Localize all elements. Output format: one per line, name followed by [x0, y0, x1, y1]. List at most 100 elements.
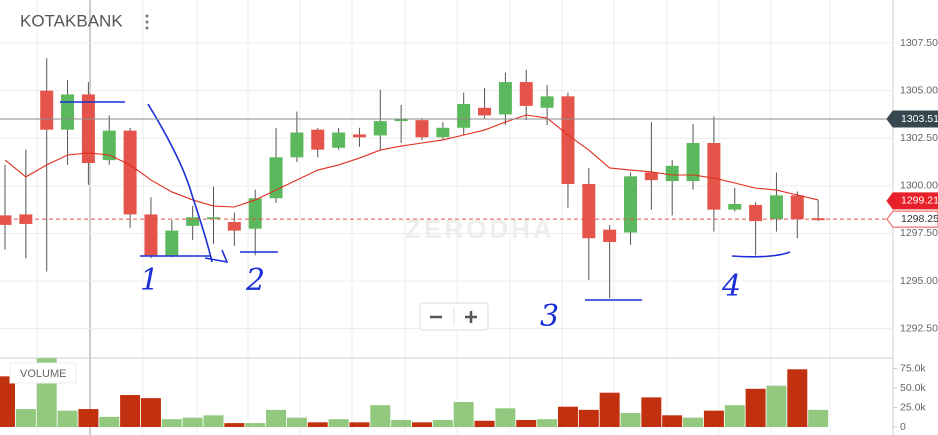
- candle-body: [519, 82, 533, 106]
- volume-bar: [349, 422, 370, 427]
- y-tick-label: 1300.00: [900, 180, 938, 192]
- volume-tick-label: 0: [900, 421, 906, 433]
- volume-label: VOLUME: [20, 368, 66, 380]
- candle-body: [248, 198, 262, 229]
- volume-bar: [78, 409, 99, 427]
- y-tick-label: 1305.00: [900, 84, 938, 96]
- candle-body: [811, 218, 825, 221]
- volume-bar: [808, 409, 829, 427]
- volume-bar: [99, 416, 120, 427]
- candle-body: [582, 183, 596, 239]
- price-tag: [886, 210, 938, 228]
- candle-body: [790, 195, 804, 220]
- candle-body: [352, 134, 366, 138]
- candle-body: [61, 94, 75, 130]
- volume-bar: [495, 408, 516, 427]
- volume-bar: [453, 402, 474, 427]
- volume-bar: [537, 419, 558, 427]
- volume-bar: [161, 419, 182, 427]
- volume-bar: [0, 376, 15, 427]
- volume-bar: [203, 415, 224, 427]
- candle-body: [186, 217, 200, 226]
- candle-body: [749, 204, 763, 222]
- candle-body: [478, 107, 492, 116]
- watermark: ZERODHA: [405, 214, 555, 244]
- y-tick-label: 1297.50: [900, 227, 938, 239]
- annotations: 1 2 3 4: [140, 263, 741, 334]
- candle-body: [540, 96, 554, 108]
- volume-bar: [578, 409, 599, 427]
- price-tag-label: 1303.51: [901, 113, 938, 125]
- volume-bar: [432, 419, 453, 427]
- candle-body: [624, 176, 637, 233]
- candle-body: [332, 132, 346, 148]
- volume-bar: [57, 410, 78, 427]
- candle-body: [603, 229, 617, 243]
- volume-bar: [599, 392, 620, 427]
- candle-body: [498, 82, 512, 115]
- volume-bar: [15, 409, 36, 427]
- annotation: 4: [721, 269, 741, 304]
- candle-body: [457, 103, 471, 128]
- moving-average: [4, 114, 819, 208]
- zoom-control: [419, 302, 489, 331]
- candle-body: [290, 132, 304, 158]
- candle-body: [144, 214, 158, 256]
- volume-bar: [286, 417, 307, 427]
- candle-body: [0, 215, 12, 225]
- candle-body: [415, 120, 429, 138]
- volume-bar: [140, 398, 161, 427]
- menu-dots[interactable]: [145, 14, 149, 30]
- volume-bar: [620, 412, 641, 427]
- annotation: 3: [540, 299, 559, 334]
- volume-tick-label: 25.0k: [900, 401, 926, 413]
- y-tick-label: 1307.50: [900, 37, 938, 49]
- volume-bar: [370, 405, 391, 427]
- candle-body: [40, 90, 54, 130]
- volume-bar: [307, 422, 328, 427]
- plot: 1292.50 1295.00 1297.50 1300.00 1302.50 1305.…: [0, 37, 938, 433]
- volume-bar: [683, 417, 704, 427]
- volume-bar: [391, 419, 412, 427]
- volume-bar: [182, 417, 203, 427]
- price-tag: [886, 192, 938, 210]
- volume-bar: [474, 420, 495, 427]
- price-tag: [886, 110, 938, 128]
- candle-body: [81, 94, 95, 164]
- y-tick-label: 1302.50: [900, 132, 938, 144]
- candle-body: [165, 230, 179, 256]
- candle-body: [207, 217, 220, 220]
- candle-body: [19, 214, 33, 224]
- volume-bar: [745, 388, 766, 427]
- annotation: 1: [140, 263, 159, 298]
- chart-title: KOTAKBANK: [20, 11, 123, 30]
- volume-bar: [766, 385, 787, 427]
- candle-body: [436, 127, 450, 138]
- candle-body: [769, 195, 783, 220]
- price-tag-label: 1299.21: [901, 195, 938, 207]
- candle-body: [102, 130, 116, 161]
- annotation: 2: [245, 263, 265, 298]
- volume-bar: [412, 422, 432, 427]
- volume-tick-label: 50.0k: [900, 382, 926, 394]
- candle-body: [123, 130, 137, 215]
- candle-body: [686, 143, 700, 182]
- volume-bar: [516, 419, 537, 427]
- y-tick-label: 1292.50: [900, 322, 938, 334]
- volume-tick-label: 75.0k: [900, 362, 926, 374]
- candle-body: [227, 222, 241, 231]
- volume-label-box: [9, 362, 77, 384]
- candle-body: [707, 143, 721, 210]
- volume-bar: [224, 423, 245, 427]
- zoom-in[interactable]: [465, 311, 477, 323]
- candle-body: [373, 121, 387, 136]
- price-tag-label: 1298.25: [901, 213, 938, 225]
- candle-body: [394, 119, 408, 122]
- candle-body: [561, 96, 575, 184]
- volume-bar: [641, 397, 662, 427]
- volume-bar: [328, 419, 349, 427]
- volume-bar: [662, 415, 683, 427]
- volume-bar: [120, 395, 141, 427]
- volume-bar: [266, 409, 287, 427]
